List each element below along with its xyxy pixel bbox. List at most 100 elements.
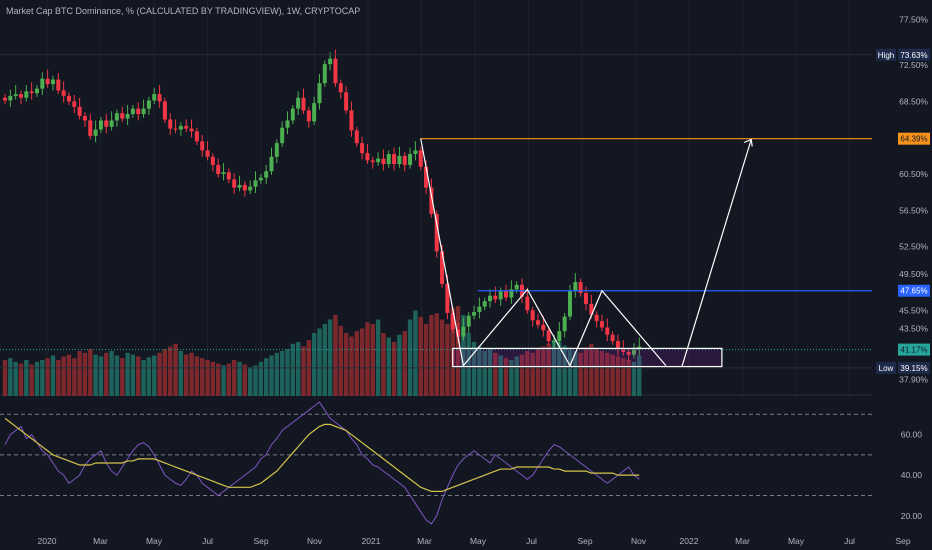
candle-body[interactable] bbox=[232, 179, 237, 188]
candle-body[interactable] bbox=[189, 128, 194, 132]
candle-body[interactable] bbox=[349, 110, 354, 131]
candle-body[interactable] bbox=[258, 177, 263, 181]
candle-body[interactable] bbox=[56, 79, 61, 91]
candle-body[interactable] bbox=[109, 120, 114, 127]
candle-body[interactable] bbox=[514, 284, 519, 290]
candle-body[interactable] bbox=[210, 156, 215, 165]
candle-body[interactable] bbox=[264, 171, 269, 178]
rsi-panel[interactable] bbox=[0, 401, 872, 525]
candle-body[interactable] bbox=[583, 293, 588, 304]
candle-body[interactable] bbox=[551, 341, 556, 343]
candle-body[interactable] bbox=[626, 352, 631, 355]
candle-body[interactable] bbox=[130, 108, 135, 115]
candle-body[interactable] bbox=[381, 158, 386, 165]
candle-body[interactable] bbox=[392, 154, 397, 165]
candle-body[interactable] bbox=[162, 101, 167, 120]
candle-body[interactable] bbox=[567, 291, 572, 317]
candle-body[interactable] bbox=[66, 95, 71, 102]
candle-body[interactable] bbox=[274, 143, 279, 157]
candle-body[interactable] bbox=[34, 88, 39, 94]
candle-body[interactable] bbox=[152, 94, 157, 101]
candlesticks[interactable] bbox=[3, 49, 642, 362]
candle-body[interactable] bbox=[488, 295, 493, 302]
candle-body[interactable] bbox=[376, 158, 381, 163]
candle-body[interactable] bbox=[141, 108, 146, 115]
candle-body[interactable] bbox=[194, 131, 199, 142]
candle-body[interactable] bbox=[29, 91, 34, 94]
candle-body[interactable] bbox=[541, 324, 546, 331]
candle-body[interactable] bbox=[168, 119, 173, 129]
candle-body[interactable] bbox=[610, 334, 615, 342]
candle-body[interactable] bbox=[173, 128, 178, 130]
candle-body[interactable] bbox=[402, 155, 407, 165]
candle-body[interactable] bbox=[125, 114, 130, 119]
candle-body[interactable] bbox=[285, 120, 290, 128]
candle-body[interactable] bbox=[461, 326, 466, 337]
candle-body[interactable] bbox=[450, 312, 455, 330]
candle-body[interactable] bbox=[562, 316, 567, 332]
candle-body[interactable] bbox=[200, 141, 205, 151]
time-axis[interactable]: 2020 Mar May Jul Sep Nov 2021 Mar May Jul Sep Nov 20… bbox=[0, 532, 932, 550]
candle-body[interactable] bbox=[98, 120, 103, 130]
candle-body[interactable] bbox=[72, 101, 77, 107]
candle-body[interactable] bbox=[386, 154, 391, 165]
candle-body[interactable] bbox=[504, 291, 509, 298]
candle-body[interactable] bbox=[306, 110, 311, 122]
candle-body[interactable] bbox=[82, 115, 87, 121]
candle-body[interactable] bbox=[104, 120, 109, 127]
candle-body[interactable] bbox=[248, 186, 253, 191]
candle-body[interactable] bbox=[631, 349, 636, 355]
rsi-line[interactable] bbox=[4, 401, 640, 525]
candle-body[interactable] bbox=[354, 130, 359, 144]
rsi-ma-line[interactable] bbox=[4, 417, 640, 492]
candle-body[interactable] bbox=[360, 143, 365, 154]
candle-body[interactable] bbox=[456, 329, 461, 337]
candle-body[interactable] bbox=[594, 314, 599, 322]
candle-body[interactable] bbox=[615, 341, 620, 350]
candle-body[interactable] bbox=[472, 312, 477, 316]
candle-body[interactable] bbox=[312, 103, 317, 122]
support-zone-box[interactable] bbox=[452, 347, 723, 368]
candle-body[interactable] bbox=[50, 79, 55, 85]
candle-body[interactable] bbox=[599, 321, 604, 328]
candle-body[interactable] bbox=[242, 184, 247, 191]
candle-body[interactable] bbox=[440, 251, 445, 284]
candle-body[interactable] bbox=[482, 301, 487, 307]
candle-body[interactable] bbox=[605, 327, 610, 335]
candle-body[interactable] bbox=[45, 78, 50, 85]
price-axis[interactable]: 77.50%72.50%68.50%64.50%60.50%56.50%52.5… bbox=[872, 0, 932, 550]
candle-body[interactable] bbox=[365, 153, 370, 161]
candle-body[interactable] bbox=[322, 64, 327, 84]
candle-body[interactable] bbox=[546, 330, 551, 342]
candle-body[interactable] bbox=[317, 83, 322, 104]
candle-body[interactable] bbox=[573, 282, 578, 292]
candle-body[interactable] bbox=[434, 213, 439, 252]
candle-body[interactable] bbox=[445, 283, 450, 313]
candle-body[interactable] bbox=[114, 113, 119, 121]
candle-body[interactable] bbox=[226, 172, 231, 180]
candle-body[interactable] bbox=[3, 97, 7, 101]
candle-body[interactable] bbox=[237, 184, 242, 188]
candle-body[interactable] bbox=[536, 320, 540, 325]
candle-body[interactable] bbox=[424, 166, 429, 188]
candle-body[interactable] bbox=[338, 83, 343, 93]
pattern-lines[interactable] bbox=[420, 138, 667, 368]
candle-body[interactable] bbox=[466, 315, 471, 327]
candle-body[interactable] bbox=[221, 172, 226, 175]
candle-body[interactable] bbox=[296, 97, 301, 109]
candle-body[interactable] bbox=[290, 108, 295, 121]
candle-body[interactable] bbox=[178, 125, 183, 130]
pattern-drawings[interactable] bbox=[420, 138, 753, 368]
candle-body[interactable] bbox=[205, 150, 210, 157]
candle-body[interactable] bbox=[397, 155, 402, 165]
candle-body[interactable] bbox=[24, 91, 29, 98]
candle-body[interactable] bbox=[40, 78, 45, 89]
candle-body[interactable] bbox=[301, 97, 306, 111]
candle-body[interactable] bbox=[333, 58, 338, 84]
candle-body[interactable] bbox=[157, 94, 162, 102]
candle-body[interactable] bbox=[61, 90, 66, 96]
candle-body[interactable] bbox=[525, 296, 530, 311]
candle-body[interactable] bbox=[18, 94, 23, 98]
candle-body[interactable] bbox=[77, 106, 82, 116]
candle-body[interactable] bbox=[498, 291, 503, 300]
